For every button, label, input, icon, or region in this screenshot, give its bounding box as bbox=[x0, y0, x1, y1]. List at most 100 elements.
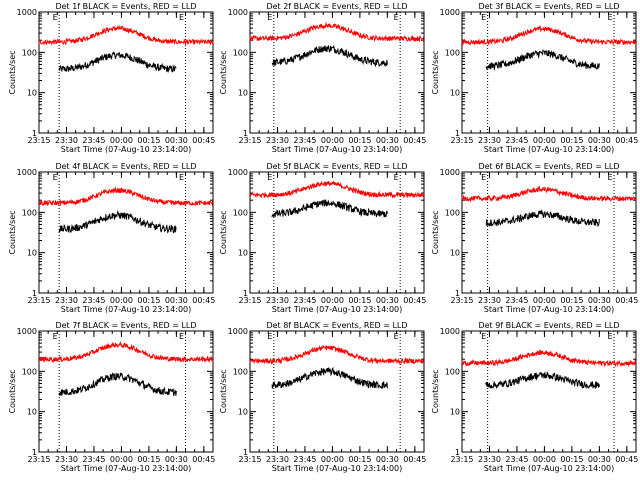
x-tick-label: 23:15 bbox=[450, 296, 473, 305]
x-tick-label: 23:30 bbox=[55, 296, 78, 305]
marker-label: E bbox=[53, 173, 58, 182]
x-axis-label: Start Time (07-Aug-10 23:14:00) bbox=[61, 145, 192, 154]
detector-panel-8: Det 8f BLACK = Events, RED = LLD 1 10 100 10… bbox=[219, 321, 426, 473]
series-lld bbox=[249, 180, 425, 199]
panel-title: Det 2f BLACK = Events, RED = LLD bbox=[266, 2, 407, 11]
x-tick-label: 23:30 bbox=[478, 136, 501, 145]
y-tick-label: 10 bbox=[450, 408, 460, 417]
y-tick-label: 1000 bbox=[17, 168, 37, 177]
series-lld bbox=[461, 349, 637, 368]
series-events bbox=[485, 208, 600, 228]
x-tick-label: 00:30 bbox=[588, 296, 611, 305]
series-lld bbox=[249, 344, 425, 366]
series-events bbox=[58, 210, 177, 234]
y-tick-label: 1000 bbox=[228, 8, 248, 17]
marker-label: E bbox=[481, 332, 486, 341]
x-tick-label: 23:45 bbox=[82, 455, 105, 464]
series-events bbox=[58, 51, 177, 73]
series-events bbox=[271, 366, 388, 389]
y-tick-label: 1 bbox=[32, 448, 37, 457]
x-tick-label: 00:30 bbox=[588, 455, 611, 464]
series-lld bbox=[461, 185, 637, 203]
panel-title: Det 1f BLACK = Events, RED = LLD bbox=[55, 2, 196, 11]
x-tick-label: 00:30 bbox=[165, 296, 188, 305]
plot-frame bbox=[249, 171, 425, 294]
x-tick-label: 00:00 bbox=[110, 296, 133, 305]
x-tick-label: 23:45 bbox=[82, 296, 105, 305]
x-tick-label: 23:15 bbox=[27, 136, 50, 145]
y-tick-label: 100 bbox=[445, 208, 460, 217]
marker-label: E bbox=[267, 173, 272, 182]
x-tick-label: 00:15 bbox=[560, 296, 583, 305]
panel-title: Det 9f BLACK = Events, RED = LLD bbox=[478, 321, 619, 330]
plot-frame bbox=[461, 11, 637, 134]
x-tick-label: 23:30 bbox=[55, 136, 78, 145]
y-tick-label: 100 bbox=[233, 367, 248, 376]
x-tick-label: 00:45 bbox=[615, 455, 638, 464]
x-tick-label: 23:15 bbox=[450, 455, 473, 464]
marker-label: E bbox=[179, 13, 184, 22]
x-tick-label: 00:15 bbox=[137, 136, 160, 145]
series-lld bbox=[38, 341, 214, 364]
series-events bbox=[271, 199, 388, 218]
y-axis-label: Counts/sec bbox=[8, 369, 17, 413]
y-axis-label: Counts/sec bbox=[431, 50, 440, 94]
x-tick-label: 00:45 bbox=[615, 136, 638, 145]
x-tick-label: 23:45 bbox=[505, 136, 528, 145]
x-tick-label: 00:00 bbox=[110, 455, 133, 464]
y-tick-label: 1000 bbox=[228, 327, 248, 336]
x-axis-label: Start Time (07-Aug-10 23:14:00) bbox=[272, 464, 403, 473]
series-lld bbox=[38, 24, 214, 46]
x-tick-label: 00:15 bbox=[137, 455, 160, 464]
panel-title: Det 3f BLACK = Events, RED = LLD bbox=[478, 2, 619, 11]
x-tick-label: 23:15 bbox=[238, 296, 261, 305]
marker-label: E bbox=[179, 173, 184, 182]
x-tick-label: 23:15 bbox=[27, 296, 50, 305]
x-tick-label: 00:30 bbox=[376, 296, 399, 305]
detector-panel-5: Det 5f BLACK = Events, RED = LLD 1 10 100 10… bbox=[219, 162, 426, 314]
y-tick-label: 10 bbox=[450, 89, 460, 98]
y-tick-label: 10 bbox=[238, 89, 248, 98]
y-axis-label: Counts/sec bbox=[8, 210, 17, 254]
x-tick-label: 00:15 bbox=[560, 136, 583, 145]
series-events bbox=[485, 371, 600, 390]
marker-label: E bbox=[53, 13, 58, 22]
marker-label: E bbox=[267, 13, 272, 22]
y-tick-label: 10 bbox=[238, 249, 248, 258]
detector-panel-9: Det 9f BLACK = Events, RED = LLD 1 10 100 10… bbox=[431, 321, 638, 473]
detector-panel-7: Det 7f BLACK = Events, RED = LLD 1 10 100 10… bbox=[8, 321, 215, 473]
marker-label: E bbox=[607, 173, 612, 182]
x-tick-label: 00:15 bbox=[137, 296, 160, 305]
x-tick-label: 23:30 bbox=[266, 296, 289, 305]
x-tick-label: 00:45 bbox=[615, 296, 638, 305]
x-tick-label: 00:30 bbox=[376, 455, 399, 464]
series-events bbox=[58, 372, 177, 396]
x-tick-label: 00:30 bbox=[165, 136, 188, 145]
x-axis-label: Start Time (07-Aug-10 23:14:00) bbox=[484, 464, 615, 473]
x-tick-label: 00:15 bbox=[348, 296, 371, 305]
plot-frame bbox=[249, 11, 425, 134]
x-tick-label: 23:45 bbox=[505, 296, 528, 305]
y-tick-label: 100 bbox=[22, 367, 37, 376]
x-tick-label: 00:00 bbox=[533, 455, 556, 464]
marker-label: E bbox=[267, 332, 272, 341]
y-tick-label: 1 bbox=[243, 448, 248, 457]
marker-label: E bbox=[53, 332, 58, 341]
x-tick-label: 23:15 bbox=[450, 136, 473, 145]
x-tick-label: 23:45 bbox=[293, 296, 316, 305]
marker-label: E bbox=[481, 13, 486, 22]
x-tick-label: 00:45 bbox=[403, 136, 426, 145]
x-tick-label: 23:30 bbox=[478, 296, 501, 305]
marker-label: E bbox=[394, 173, 399, 182]
x-tick-label: 23:15 bbox=[27, 455, 50, 464]
series-events bbox=[485, 48, 600, 71]
y-tick-label: 1 bbox=[32, 289, 37, 298]
x-tick-label: 23:30 bbox=[55, 455, 78, 464]
series-lld bbox=[461, 25, 637, 46]
y-tick-label: 100 bbox=[22, 48, 37, 57]
x-tick-label: 00:15 bbox=[560, 455, 583, 464]
x-tick-label: 00:00 bbox=[110, 136, 133, 145]
y-tick-label: 1 bbox=[455, 129, 460, 138]
y-tick-label: 1000 bbox=[228, 168, 248, 177]
x-axis-label: Start Time (07-Aug-10 23:14:00) bbox=[272, 305, 403, 314]
